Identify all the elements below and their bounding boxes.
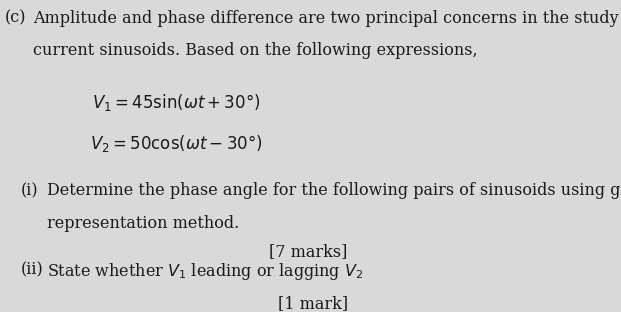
Text: (ii): (ii) — [20, 261, 43, 278]
Text: Determine the phase angle for the following pairs of sinusoids using graphical: Determine the phase angle for the follow… — [47, 182, 621, 199]
Text: current sinusoids. Based on the following expressions,: current sinusoids. Based on the followin… — [33, 42, 478, 59]
Text: (i): (i) — [20, 182, 39, 199]
Text: (c): (c) — [5, 10, 26, 27]
Text: representation method.: representation method. — [47, 215, 239, 232]
Text: [7 marks]: [7 marks] — [270, 243, 348, 260]
Text: $V_1 = 45\sin(\omega t + 30°)$: $V_1 = 45\sin(\omega t + 30°)$ — [92, 92, 261, 113]
Text: State whether $V_1$ leading or lagging $V_2$: State whether $V_1$ leading or lagging $… — [47, 261, 363, 282]
Text: Amplitude and phase difference are two principal concerns in the study of voltag: Amplitude and phase difference are two p… — [33, 10, 621, 27]
Text: [1 mark]: [1 mark] — [278, 295, 348, 312]
Text: $V_2 = 50\cos(\omega t - 30°)$: $V_2 = 50\cos(\omega t - 30°)$ — [90, 133, 263, 154]
